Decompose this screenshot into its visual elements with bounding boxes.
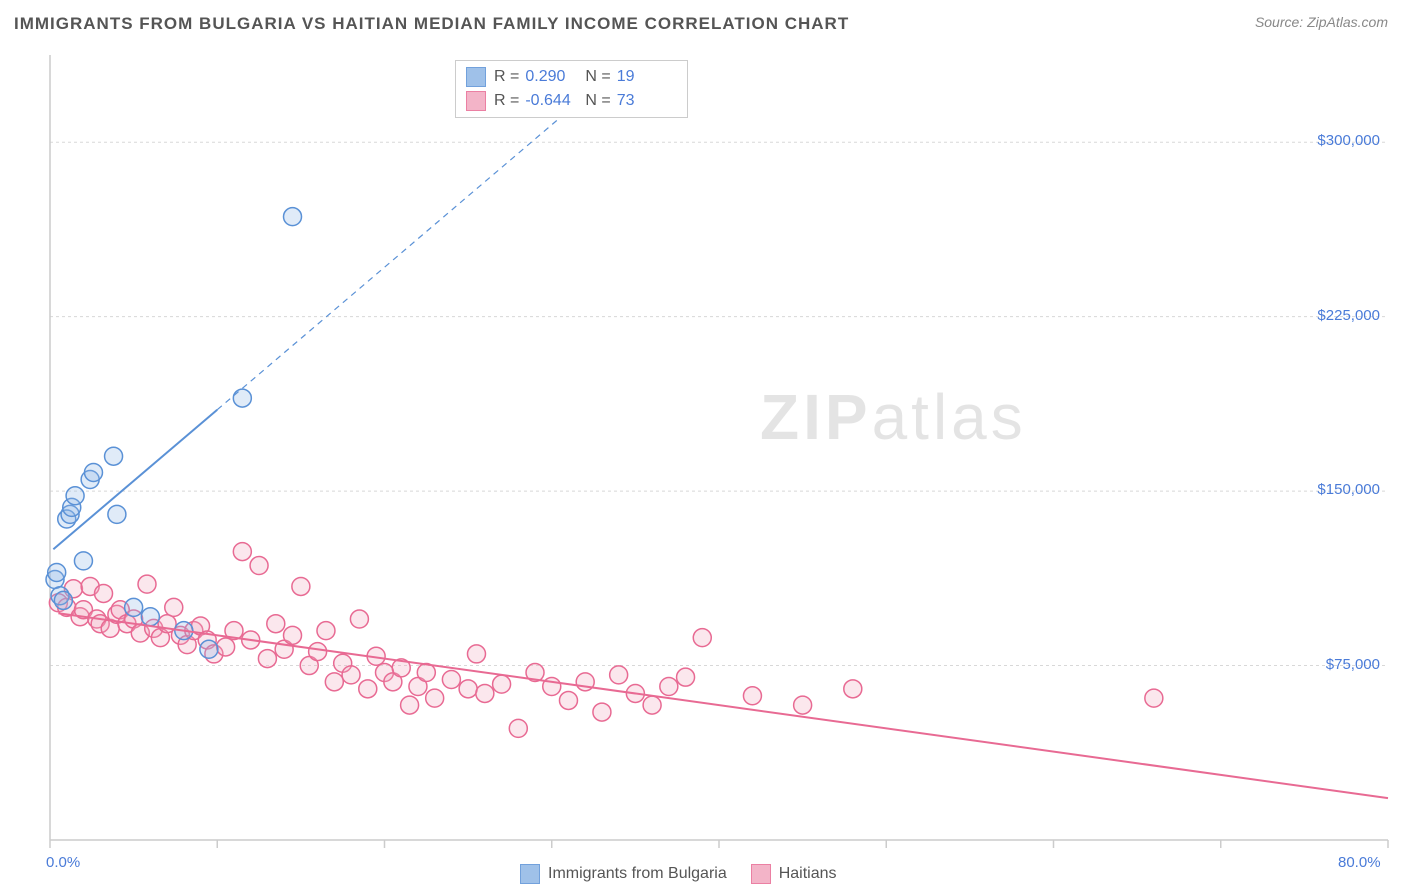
x-axis-min-label: 0.0%	[46, 854, 80, 871]
legend-label-a: Immigrants from Bulgaria	[548, 865, 727, 883]
legend-swatch-b	[466, 91, 486, 111]
series-legend: Immigrants from Bulgaria Haitians	[520, 864, 837, 884]
legend-label-b: Haitians	[779, 865, 837, 883]
y-tick-label: $300,000	[1317, 132, 1380, 149]
n-value-b: 73	[617, 89, 677, 113]
scatter-plot	[0, 0, 1406, 892]
n-label-a: N =	[585, 65, 610, 89]
y-tick-label: $225,000	[1317, 307, 1380, 324]
legend-item-b: Haitians	[751, 864, 837, 884]
legend-row-b: R = -0.644 N = 73	[466, 89, 677, 113]
chart-container: IMMIGRANTS FROM BULGARIA VS HAITIAN MEDI…	[0, 0, 1406, 892]
y-tick-label: $150,000	[1317, 481, 1380, 498]
legend-swatch-a	[466, 67, 486, 87]
legend-swatch-a-icon	[520, 864, 540, 884]
legend-row-a: R = 0.290 N = 19	[466, 65, 677, 89]
n-label-b: N =	[585, 89, 610, 113]
y-tick-label: $75,000	[1326, 656, 1380, 673]
legend-item-a: Immigrants from Bulgaria	[520, 864, 727, 884]
legend-swatch-b-icon	[751, 864, 771, 884]
n-value-a: 19	[617, 65, 677, 89]
correlation-legend: R = 0.290 N = 19 R = -0.644 N = 73	[455, 60, 688, 118]
r-label-b: R =	[494, 89, 519, 113]
r-label-a: R =	[494, 65, 519, 89]
r-value-a: 0.290	[525, 65, 585, 89]
r-value-b: -0.644	[525, 89, 585, 113]
x-axis-max-label: 80.0%	[1338, 854, 1381, 871]
